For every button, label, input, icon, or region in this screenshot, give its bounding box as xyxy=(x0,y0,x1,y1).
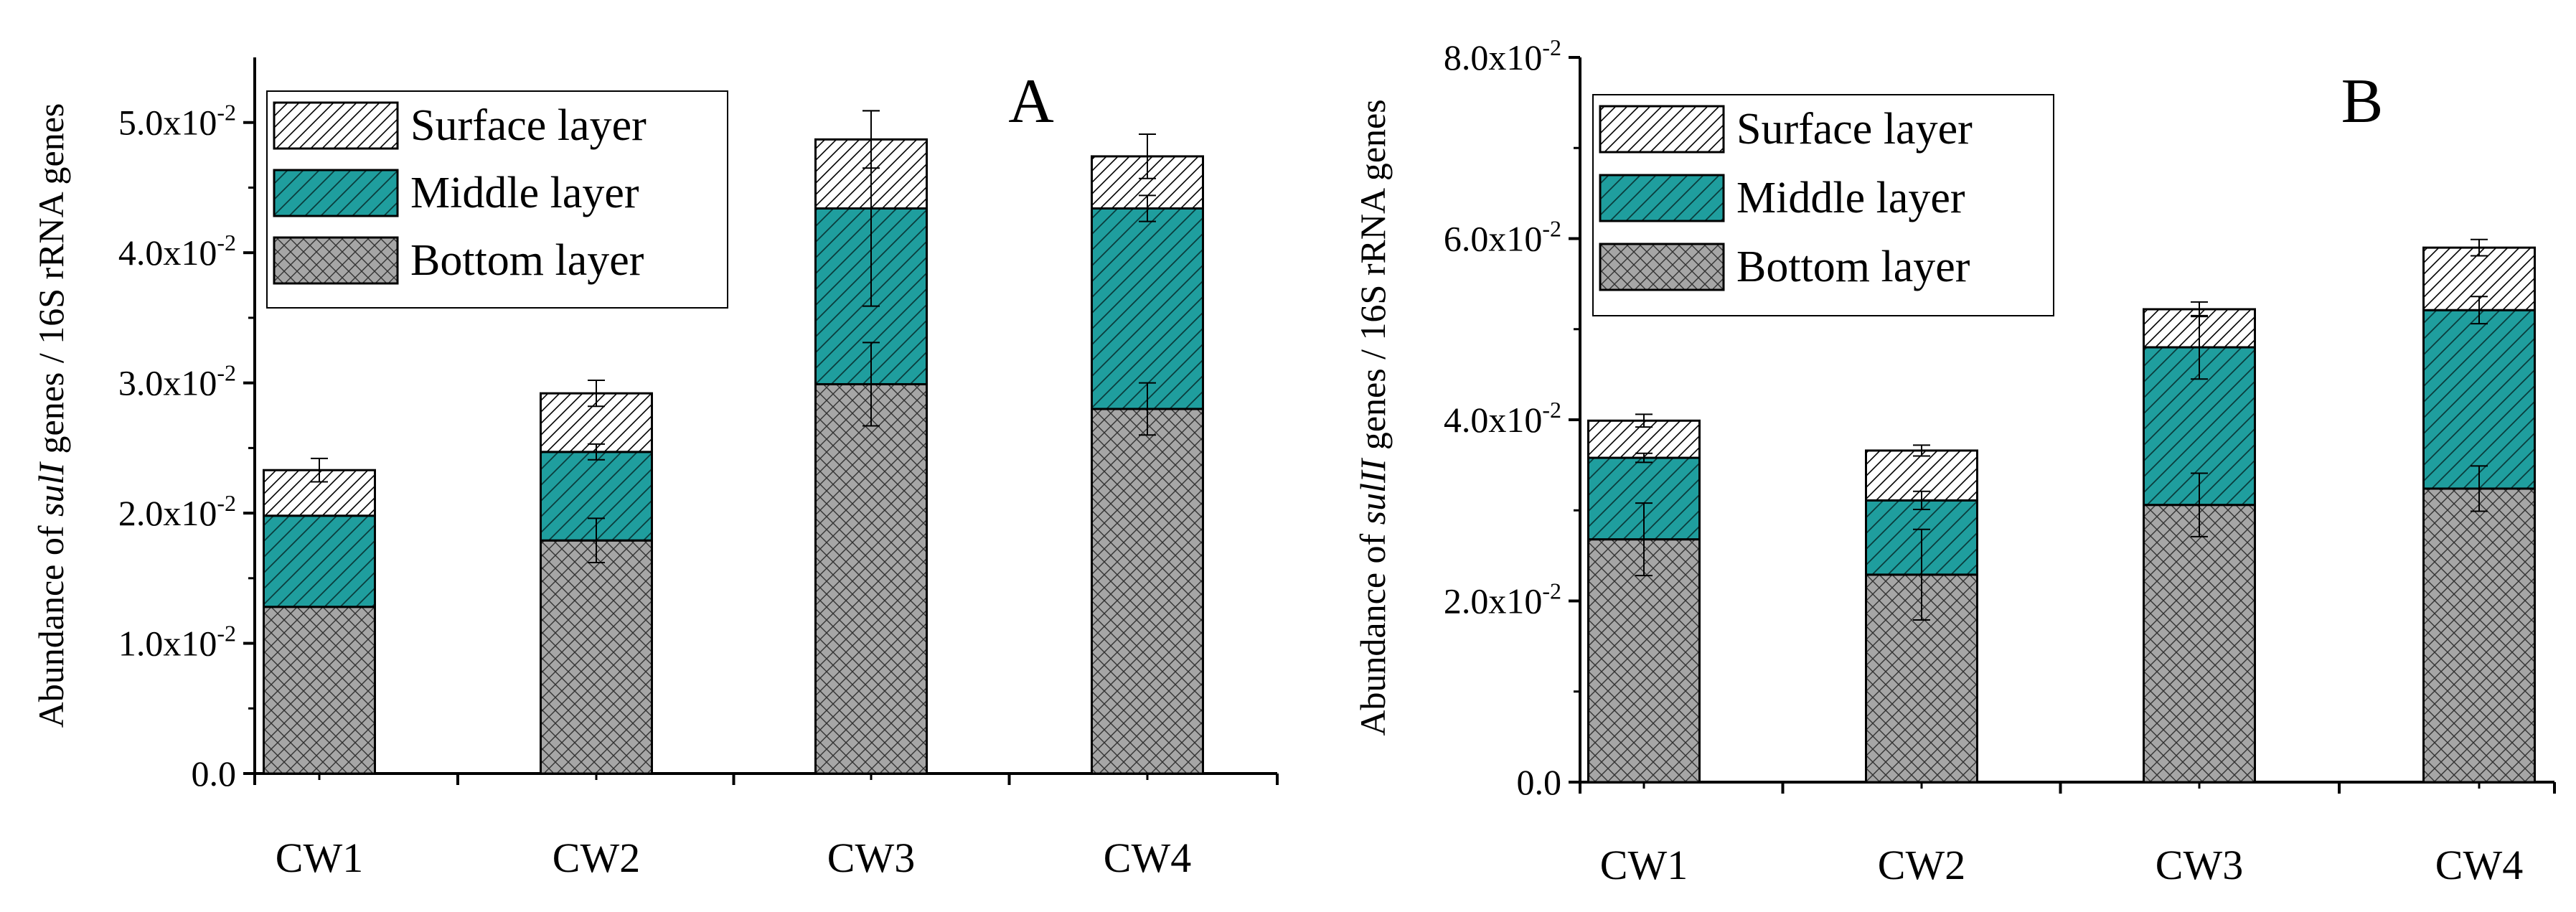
category-label: CW3 xyxy=(827,835,915,881)
y-tick-label: 2.0x10-2 xyxy=(118,490,236,533)
bar-bottom-layer xyxy=(2143,504,2256,784)
y-tick-label: 2.0x10-2 xyxy=(1444,578,1561,621)
category-label: CW1 xyxy=(276,835,363,881)
category-label: CW1 xyxy=(1600,842,1688,888)
category-label: CW4 xyxy=(2435,842,2523,888)
y-tick-label: 8.0x10-2 xyxy=(1444,34,1561,77)
chart-panel-a: 0.0 1.0x10-2 2.0x10-2 3.0x10-2 4.0x10-2 5.0x1… xyxy=(31,57,1279,881)
category-label: CW2 xyxy=(1878,842,1965,888)
legend-label: Surface layer xyxy=(1736,105,1973,154)
bar-bottom-layer xyxy=(540,539,653,775)
legend-label: Middle layer xyxy=(410,169,639,217)
chart-panel-b: 0.0 2.0x10-2 4.0x10-2 6.0x10-2 8.0x10-2 CW1 CW… xyxy=(1353,34,2556,888)
y-axis-label: Abundance of sulI genes / 16S rRNA genes xyxy=(31,103,71,728)
y-tick-label: 0.0 xyxy=(192,753,237,794)
legend-label: Middle layer xyxy=(1736,174,1965,222)
legend-swatch xyxy=(273,169,399,217)
legend-swatch xyxy=(273,236,399,285)
bar-surface-layer xyxy=(263,469,376,517)
legend-label: Surface layer xyxy=(410,101,647,150)
legend-swatch xyxy=(1599,174,1725,222)
legend-swatch xyxy=(273,101,399,150)
bar-bottom-layer xyxy=(1865,573,1978,784)
legend-swatch xyxy=(1599,105,1725,154)
y-tick-label: 6.0x10-2 xyxy=(1444,216,1561,259)
category-label: CW2 xyxy=(553,835,640,881)
y-tick-label: 3.0x10-2 xyxy=(118,360,236,403)
legend-swatch xyxy=(1599,243,1725,291)
y-tick-label: 4.0x10-2 xyxy=(1444,397,1561,440)
bar-middle-layer xyxy=(1091,207,1204,410)
y-tick-label: 4.0x10-2 xyxy=(118,230,236,273)
legend-label: Bottom layer xyxy=(1736,243,1970,291)
category-label: CW4 xyxy=(1104,835,1191,881)
y-tick-label: 5.0x10-2 xyxy=(118,100,236,143)
panel-label: A xyxy=(1008,67,1054,136)
bar-bottom-layer xyxy=(2422,487,2536,784)
bar-bottom-layer xyxy=(1587,538,1701,784)
bar-bottom-layer xyxy=(1091,408,1204,775)
y-axis-label: Abundance of sulII genes / 16S rRNA gene… xyxy=(1353,99,1393,735)
y-tick-label: 0.0 xyxy=(1517,762,1562,802)
bar-bottom-layer xyxy=(814,382,928,775)
legend-label: Bottom layer xyxy=(410,236,644,285)
bar-middle-layer xyxy=(263,514,376,608)
bar-bottom-layer xyxy=(263,606,376,775)
bar-middle-layer xyxy=(2422,309,2536,490)
panel-label: B xyxy=(2341,67,2384,136)
y-tick-label: 1.0x10-2 xyxy=(118,621,236,664)
category-label: CW3 xyxy=(2156,842,2243,888)
